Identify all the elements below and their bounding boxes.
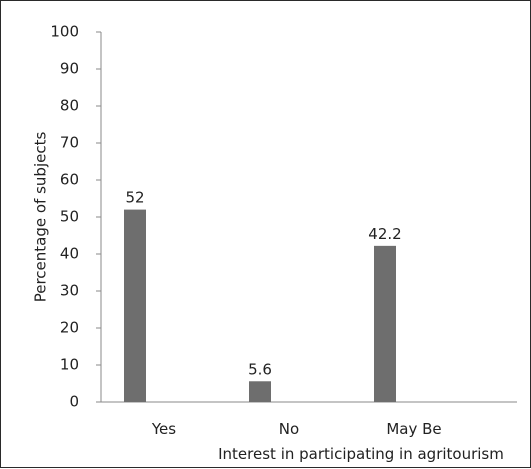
y-tick-label: 0 (69, 393, 79, 411)
x-tick-label: No (279, 420, 299, 438)
bar-may-be (374, 245, 396, 402)
y-tick-label: 100 (50, 23, 79, 41)
x-tick-label: May Be (386, 420, 441, 438)
y-tick-label: 20 (60, 319, 79, 337)
y-tick-label: 50 (60, 208, 79, 226)
data-label: 52 (125, 189, 144, 207)
y-tick-label: 90 (60, 60, 79, 78)
x-axis-title: Interest in participating in agritourism (218, 445, 504, 463)
y-tick-label: 10 (60, 356, 79, 374)
data-label: 5.6 (248, 360, 272, 378)
y-tick-label: 70 (60, 134, 79, 152)
y-tick-label: 80 (60, 97, 79, 115)
x-axis-labels: Yes No May Be (151, 420, 442, 438)
x-tick-label: Yes (151, 420, 176, 438)
y-tick-label: 40 (60, 245, 79, 263)
y-axis-title: Percentage of subjects (32, 132, 50, 303)
bar-no (249, 381, 271, 402)
y-axis-ticks: 0 10 20 30 40 50 60 70 80 90 100 (50, 23, 101, 411)
bars: 52 5.6 42.2 (124, 189, 402, 402)
bar-yes (124, 209, 146, 402)
y-tick-label: 30 (60, 282, 79, 300)
y-tick-label: 60 (60, 171, 79, 189)
data-label: 42.2 (368, 225, 401, 243)
